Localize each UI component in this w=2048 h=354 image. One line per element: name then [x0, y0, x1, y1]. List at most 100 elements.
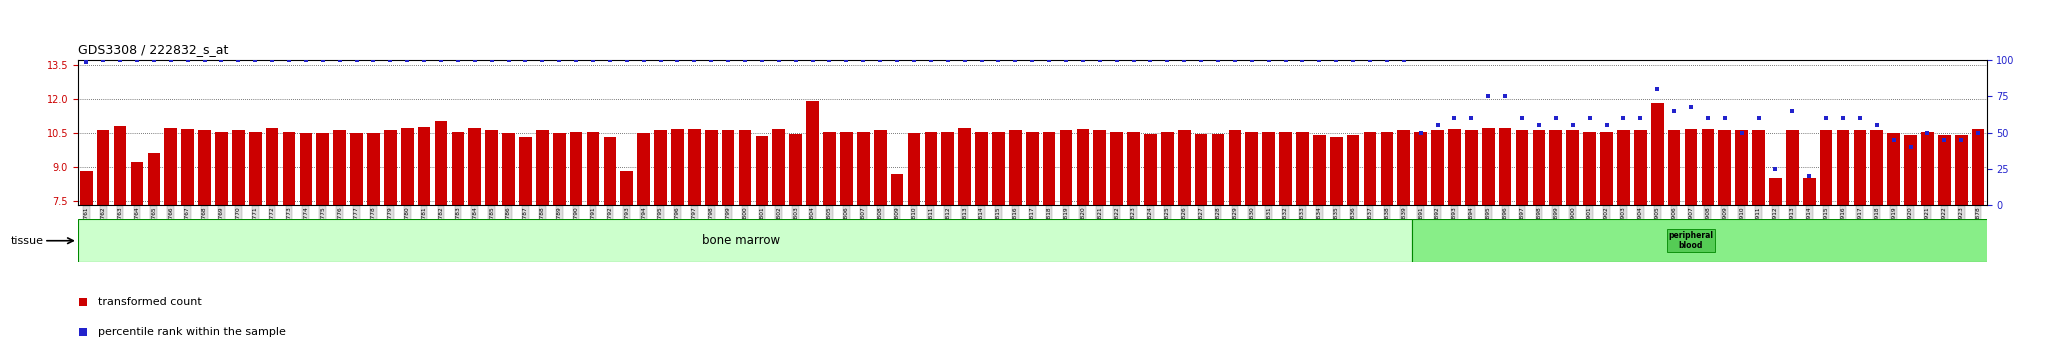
Point [121, 57, 154, 63]
Bar [1718, 131, 1731, 205]
Bar [115, 126, 127, 205]
Point [948, 57, 981, 63]
Point [137, 57, 170, 63]
Bar [350, 133, 362, 205]
Bar [1042, 132, 1055, 205]
Bar [1651, 103, 1663, 205]
Bar [1397, 131, 1411, 205]
Bar [756, 136, 768, 205]
Point [356, 57, 389, 63]
Bar [1483, 128, 1495, 205]
Bar [586, 132, 600, 205]
Bar [1364, 132, 1376, 205]
Bar [1077, 129, 1090, 205]
Point [459, 57, 492, 63]
Point [240, 57, 272, 63]
Point [492, 57, 524, 63]
Bar [1094, 131, 1106, 205]
Point [1589, 122, 1622, 128]
Bar [1161, 132, 1174, 205]
Point [1657, 108, 1690, 114]
Point [1776, 108, 1808, 114]
Point [1860, 122, 1892, 128]
Bar [1329, 137, 1343, 205]
Bar [772, 129, 784, 205]
Bar [721, 131, 735, 205]
Bar [1802, 178, 1815, 205]
Bar [1296, 132, 1309, 205]
Bar [688, 129, 700, 205]
Bar [1956, 135, 1968, 205]
Bar [1516, 131, 1528, 205]
Bar [604, 137, 616, 205]
Bar [1145, 134, 1157, 205]
Point [154, 57, 186, 63]
Bar [823, 132, 836, 205]
Point [662, 57, 694, 63]
Point [1235, 57, 1268, 63]
Point [1743, 115, 1776, 121]
Point [559, 57, 592, 63]
Point [829, 57, 862, 63]
Point [1303, 57, 1335, 63]
Point [1827, 115, 1860, 121]
Point [1792, 173, 1825, 179]
Bar [1110, 132, 1122, 205]
Point [694, 57, 727, 63]
Bar [299, 133, 311, 205]
Point [475, 57, 508, 63]
Bar [334, 131, 346, 205]
Bar [1212, 134, 1225, 205]
Point [66, 329, 98, 335]
Text: peripheral
blood: peripheral blood [1669, 231, 1714, 250]
Point [915, 57, 948, 63]
Bar [1313, 135, 1325, 205]
Point [272, 57, 305, 63]
Bar [1010, 131, 1022, 205]
Bar [1837, 131, 1849, 205]
Bar [1448, 129, 1460, 205]
Bar [80, 171, 92, 205]
Bar [569, 132, 582, 205]
Bar [1937, 135, 1950, 205]
Bar [164, 128, 176, 205]
Point [1337, 57, 1370, 63]
Point [1032, 57, 1065, 63]
Bar [1432, 131, 1444, 205]
Bar [653, 131, 668, 205]
Bar [1026, 132, 1038, 205]
Point [1911, 130, 1944, 136]
Point [1878, 137, 1911, 143]
Point [324, 57, 356, 63]
Point [1473, 93, 1505, 99]
Point [424, 57, 457, 63]
Point [543, 57, 575, 63]
Bar [283, 132, 295, 205]
Bar [840, 132, 852, 205]
Point [1489, 93, 1522, 99]
Bar [1769, 178, 1782, 205]
Point [645, 57, 678, 63]
Point [1319, 57, 1352, 63]
Point [797, 57, 829, 63]
Point [1608, 115, 1640, 121]
Point [1573, 115, 1606, 121]
Bar [537, 131, 549, 205]
Point [188, 57, 221, 63]
Point [66, 299, 98, 305]
Bar [401, 128, 414, 205]
Point [897, 57, 930, 63]
Bar [553, 133, 565, 205]
Bar [1178, 131, 1190, 205]
Bar [1550, 131, 1563, 205]
Bar [1634, 131, 1647, 205]
Bar [131, 162, 143, 205]
Bar [1059, 131, 1073, 205]
Point [1167, 57, 1200, 63]
Point [104, 57, 137, 63]
Point [848, 57, 881, 63]
Bar [1667, 131, 1681, 205]
Point [1556, 122, 1589, 128]
Bar [1972, 129, 1985, 205]
Point [1135, 57, 1167, 63]
